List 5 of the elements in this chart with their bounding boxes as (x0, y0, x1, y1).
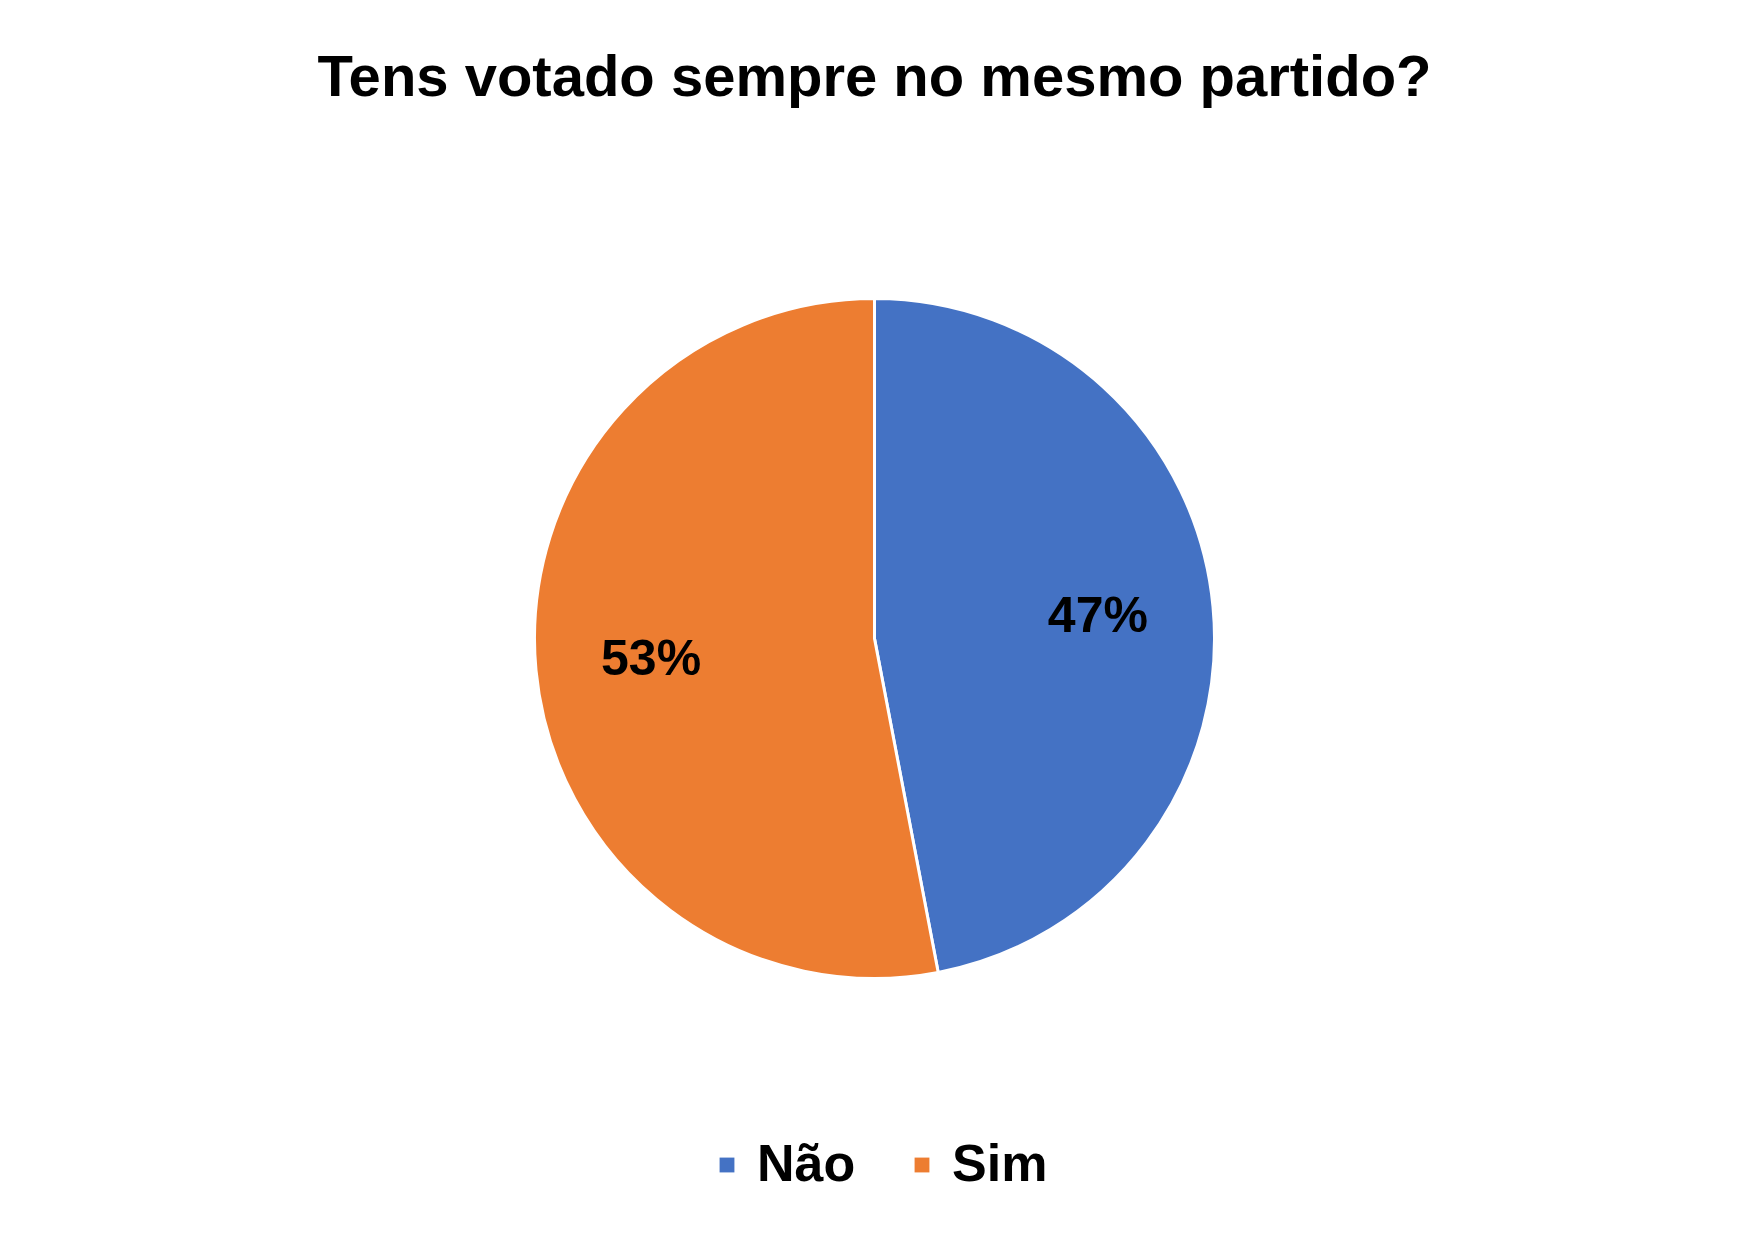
data-label: 47% (1047, 587, 1148, 644)
data-label: 53% (601, 629, 702, 686)
legend-label: Não (757, 1134, 856, 1192)
legend-label: Sim (952, 1134, 1048, 1192)
chart-title: Tens votado sempre no mesmo partido? (317, 43, 1432, 108)
